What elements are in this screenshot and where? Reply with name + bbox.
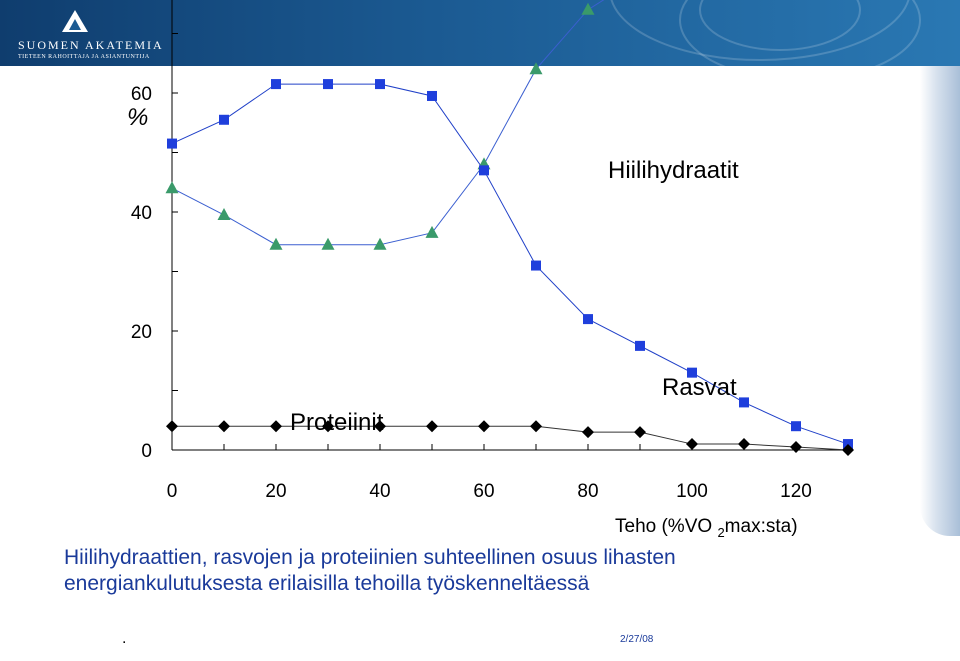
data-point-diamond bbox=[270, 420, 282, 433]
data-point-diamond bbox=[634, 426, 646, 439]
data-point-diamond bbox=[842, 444, 854, 456]
data-point-diamond bbox=[530, 420, 542, 433]
side-decoration bbox=[920, 66, 960, 536]
y-tick-label: 20 bbox=[131, 322, 152, 343]
data-point-square bbox=[531, 260, 541, 271]
x-tick-label: 40 bbox=[369, 481, 390, 502]
x-axis-label: Teho (%VO 2max:sta) bbox=[615, 516, 798, 540]
logo-name: SUOMEN AKATEMIA bbox=[18, 38, 164, 52]
data-point-diamond bbox=[322, 420, 334, 433]
caption-line-2: energiankulutuksesta erilaisilla tehoill… bbox=[64, 572, 590, 595]
data-point-square bbox=[479, 165, 489, 176]
data-point-square bbox=[323, 79, 333, 90]
y-tick-label: 0 bbox=[141, 441, 152, 462]
data-point-square bbox=[583, 314, 593, 325]
banner-swirl-decoration bbox=[610, 0, 921, 66]
data-point-square bbox=[427, 90, 437, 101]
data-point-triangle bbox=[217, 207, 231, 220]
chart-series-lines bbox=[171, 0, 849, 451]
y-tick-label: 40 bbox=[131, 203, 152, 224]
data-point-square bbox=[635, 340, 645, 351]
series-line-rasvat bbox=[171, 83, 849, 445]
data-point-triangle bbox=[269, 237, 283, 250]
caption-line-1: Hiilihydraattien, rasvojen ja proteiinie… bbox=[64, 546, 676, 569]
data-point-diamond bbox=[738, 438, 750, 451]
data-point-triangle bbox=[373, 237, 387, 250]
x-tick-label: 60 bbox=[473, 481, 494, 502]
data-point-square bbox=[219, 114, 229, 125]
x-tick-label: 80 bbox=[577, 481, 598, 502]
x-tick-label: 0 bbox=[167, 481, 178, 502]
footer-dot: . bbox=[122, 630, 127, 647]
data-point-diamond bbox=[218, 420, 230, 433]
data-point-diamond bbox=[478, 420, 490, 433]
data-point-diamond bbox=[426, 420, 438, 433]
data-point-diamond bbox=[686, 438, 698, 451]
data-point-diamond bbox=[790, 441, 802, 454]
logo-mark-icon bbox=[62, 10, 88, 32]
data-point-triangle bbox=[529, 62, 543, 75]
chart-series-markers bbox=[165, 2, 854, 456]
data-point-square bbox=[739, 397, 749, 408]
y-unit-label: % bbox=[127, 104, 148, 131]
data-point-diamond bbox=[582, 426, 594, 439]
y-tick-label: 60 bbox=[131, 84, 152, 105]
data-point-triangle bbox=[165, 181, 179, 194]
data-point-diamond bbox=[166, 420, 178, 433]
data-point-square bbox=[375, 79, 385, 90]
data-point-square bbox=[271, 79, 281, 90]
x-tick-label: 20 bbox=[265, 481, 286, 502]
data-point-triangle bbox=[321, 237, 335, 250]
series-label-proteiinit: Proteiinit bbox=[290, 409, 384, 436]
data-point-square bbox=[791, 421, 801, 432]
data-point-square bbox=[167, 138, 177, 149]
data-point-triangle bbox=[581, 2, 595, 15]
data-point-diamond bbox=[374, 420, 386, 433]
data-point-square bbox=[687, 367, 697, 378]
footer-date: 2/27/08 bbox=[620, 634, 654, 645]
chart-axes bbox=[171, 0, 849, 451]
series-label-rasvat: Rasvat bbox=[662, 374, 737, 401]
figure-caption: Hiilihydraattien, rasvojen ja proteiinie… bbox=[64, 545, 824, 597]
series-line-proteiinit bbox=[172, 425, 849, 451]
x-tick-label: 100 bbox=[676, 481, 708, 502]
data-point-triangle bbox=[425, 225, 439, 238]
x-tick-label: 120 bbox=[780, 481, 812, 502]
series-label-hiilihydraatit: Hiilihydraatit bbox=[608, 157, 739, 184]
header-banner: SUOMEN AKATEMIA TIETEEN RAHOITTAJA JA AS… bbox=[0, 0, 960, 66]
series-line-hiilihydraatit bbox=[171, 0, 605, 246]
logo-tagline: TIETEEN RAHOITTAJA JA ASIANTUNTIJA bbox=[18, 54, 150, 60]
